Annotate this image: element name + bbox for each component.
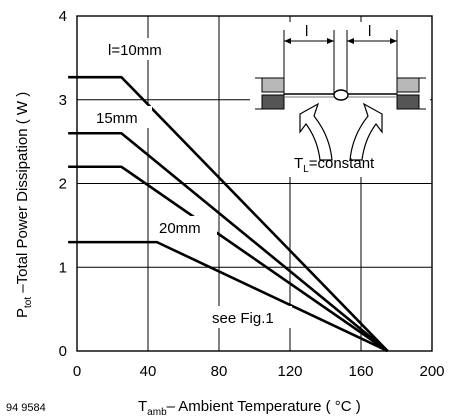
x-tick-label: 0 <box>73 363 81 380</box>
inset-clamp-left-top <box>261 77 285 93</box>
inset-heat-arrow-left <box>299 102 333 161</box>
y-tick-labels: 0 1 2 3 4 <box>59 8 67 360</box>
x-tick-label: 200 <box>419 363 444 380</box>
inset-constant-temperature-label: TL=constant <box>294 155 375 175</box>
series-label-20mm: 20mm <box>159 220 201 237</box>
series-line-2 <box>68 165 389 353</box>
series-label-15mm: 15mm <box>96 110 138 127</box>
series-lines <box>68 75 389 353</box>
inset-arrowhead <box>347 38 354 44</box>
series-line-1 <box>68 131 389 353</box>
label-bg-10mm <box>104 38 182 60</box>
x-tick-label: 120 <box>277 363 302 380</box>
label-bg-15mm <box>92 106 152 128</box>
inset-length-label-left: l <box>305 23 308 40</box>
x-tick-label: 80 <box>211 363 228 380</box>
y-tick-label: 2 <box>59 176 67 193</box>
series-line-0 <box>68 75 389 352</box>
see-fig-annotation: see Fig.1 <box>212 310 274 327</box>
y-axis-title: Ptot –Total Power Dissipation ( W ) <box>14 92 34 318</box>
y-tick-label: 1 <box>59 259 67 276</box>
y-tick-label: 3 <box>59 92 67 109</box>
label-bg-see-fig <box>208 306 292 328</box>
x-axis-title: Tamb– Ambient Temperature ( °C ) <box>138 398 361 417</box>
y-tick-label: 0 <box>59 343 67 360</box>
inset-clamp-left-bottom <box>261 94 285 110</box>
inset-clamp-right-bottom <box>396 94 420 110</box>
inset-diagram: l l TL=constant <box>250 22 430 177</box>
inset-arrowhead <box>390 38 397 44</box>
inset-heat-arrow-right <box>349 102 383 161</box>
plot-frame <box>76 15 433 352</box>
x-tick-label: 160 <box>348 363 373 380</box>
inset-clamp-right-top <box>396 77 420 93</box>
inset-diode-body <box>333 89 349 101</box>
inset-arrowhead <box>327 38 334 44</box>
x-tick-labels: 0 40 80 120 160 200 <box>73 363 445 380</box>
x-tick-label: 40 <box>140 363 157 380</box>
inset-arrowhead <box>284 38 291 44</box>
series-line-3 <box>68 240 389 353</box>
label-bg-20mm <box>155 216 217 238</box>
series-label-10mm: l=10mm <box>108 42 162 59</box>
figure-number: 94 9584 <box>6 402 46 414</box>
y-tick-label: 4 <box>59 8 67 25</box>
inset-length-label-right: l <box>368 23 371 40</box>
